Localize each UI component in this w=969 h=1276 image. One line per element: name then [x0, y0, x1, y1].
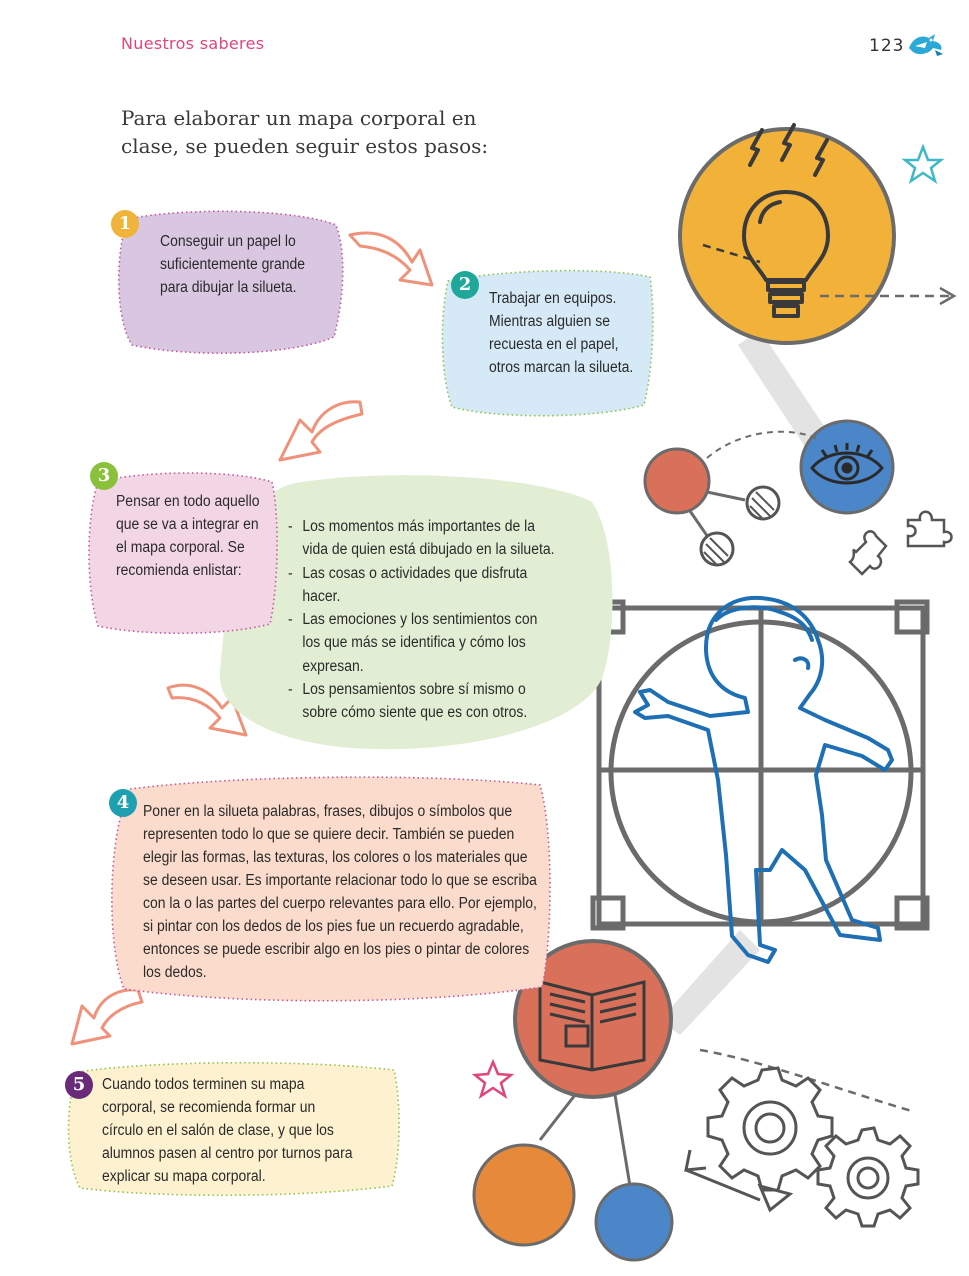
child-silhouette-icon: [633, 595, 894, 964]
page-number: 123: [869, 36, 905, 56]
step-5-card: [58, 1058, 404, 1198]
section-title: Nuestros saberes: [121, 34, 265, 53]
list-item: Los pensamientos sobre sí mismo o sobre …: [288, 678, 558, 725]
step-3-list: Los momentos más importantes de la vida …: [288, 515, 558, 725]
star-icon: [471, 1058, 515, 1099]
vitruvian-frame: [590, 599, 930, 931]
step-2-card: [436, 265, 658, 420]
step-4-badge: 4: [109, 789, 137, 817]
step-3-badge: 3: [90, 462, 118, 490]
lightbulb-icon: [742, 123, 830, 318]
step-1-card: [106, 207, 352, 359]
step-2-text: Trabajar en equipos. Mientras alguien se…: [489, 290, 634, 376]
step-4-text: Poner en la silueta palabras, frases, di…: [143, 803, 537, 981]
step-3-card: [84, 468, 282, 638]
gears-icon: [684, 1066, 920, 1228]
bird-logo-icon: [909, 34, 943, 56]
star-icon: [901, 143, 945, 184]
step-1-badge: 1: [111, 210, 139, 238]
step-5-badge: 5: [65, 1071, 93, 1099]
list-item: Las emociones y los sentimientos con los…: [288, 608, 558, 678]
list-item: Las cosas o actividades que disfruta hac…: [288, 562, 558, 609]
list-item: Los momentos más importantes de la vida …: [288, 515, 558, 562]
puzzle-icon: [848, 510, 953, 576]
step-3-text: Pensar en todo aquello que se va a integ…: [116, 493, 260, 579]
lightbulb-circle: [678, 123, 957, 345]
step-4-card: [100, 773, 556, 1003]
step-2-badge: 2: [451, 271, 479, 299]
step-1-text: Conseguir un papel lo suficientemente gr…: [160, 233, 306, 296]
intro-text: Para elaborar un mapa corporal en clase,…: [121, 106, 489, 158]
step-5-text: Cuando todos terminen su mapa corporal, …: [102, 1076, 353, 1185]
eye-circle: [799, 419, 895, 515]
eye-icon: [810, 443, 884, 485]
